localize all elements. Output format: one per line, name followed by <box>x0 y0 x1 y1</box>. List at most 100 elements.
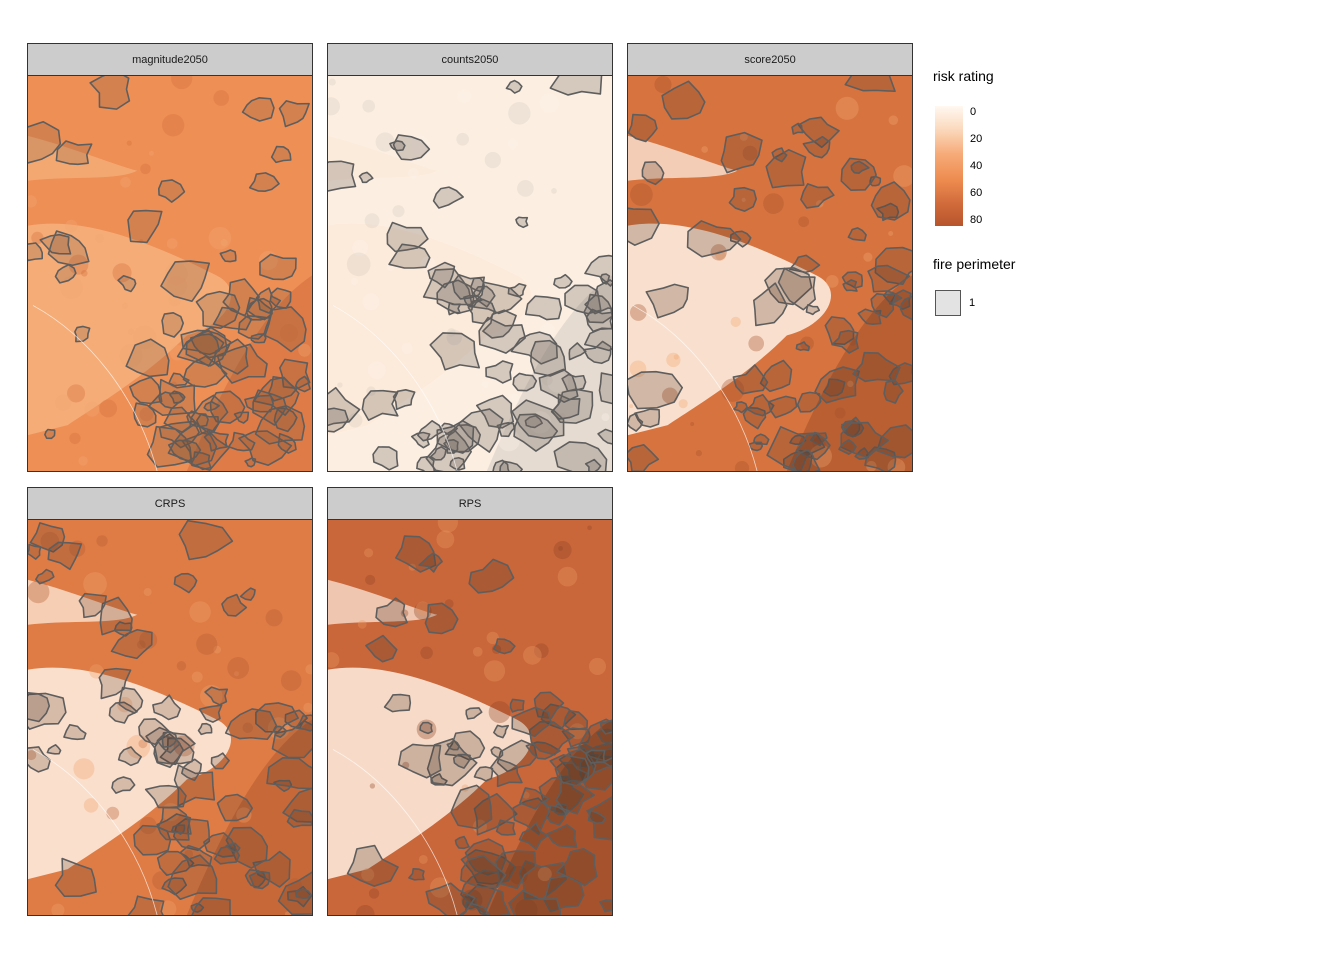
raster-texture <box>368 888 380 899</box>
fire-perimeter-polygon <box>466 883 511 915</box>
raster-texture <box>303 702 312 713</box>
raster-texture <box>629 360 647 378</box>
panel-title: counts2050 <box>441 53 499 66</box>
raster-texture <box>891 455 902 466</box>
fire-perimeter-polygon <box>35 568 55 585</box>
raster-texture <box>169 345 186 361</box>
raster-texture <box>847 380 854 388</box>
river-line <box>332 749 458 915</box>
fire-perimeter-polygon <box>599 899 612 913</box>
raster-texture <box>128 328 135 335</box>
fire-perimeter-polygon <box>430 773 448 786</box>
fire-perimeter-polygon <box>802 135 831 159</box>
raster-texture <box>407 167 419 179</box>
low-risk-region <box>28 135 138 181</box>
fire-perimeter-polygon <box>584 254 612 287</box>
low-risk-region <box>328 223 532 436</box>
fire-perimeter-polygon <box>748 441 764 452</box>
fire-perimeter-polygon <box>429 332 481 371</box>
fire-perimeter-polygon <box>117 274 137 293</box>
raster-texture <box>418 854 428 864</box>
raster-texture <box>666 352 681 368</box>
low-risk-region <box>628 135 738 181</box>
raster-texture <box>148 150 154 156</box>
fire-perimeter-polygon <box>397 743 442 779</box>
colorbar-tick <box>963 112 968 113</box>
raster-texture <box>357 619 367 629</box>
fire-perimeter-polygon <box>511 706 553 738</box>
fire-perimeter-polygon <box>436 279 475 315</box>
fire-perimeter-polygon <box>814 366 860 404</box>
fire-perimeter-polygon <box>108 701 138 724</box>
fire-perimeter-polygon <box>239 587 256 601</box>
raster-texture <box>601 413 610 422</box>
fire-perimeter-polygon <box>269 287 292 310</box>
raster-texture <box>106 806 120 820</box>
colorbar-tick <box>963 139 968 140</box>
raster-texture <box>346 252 371 277</box>
fire-perimeter-polygon <box>753 282 788 327</box>
fire-perimeter-polygon <box>416 455 436 471</box>
fire-perimeter-polygon <box>419 721 433 735</box>
raster-texture <box>488 701 511 724</box>
fire-perimeter-polygon <box>473 766 494 782</box>
fire-perimeter-polygon <box>505 79 523 94</box>
colorbar-gradient <box>935 106 963 226</box>
fire-perimeter-polygon <box>425 428 472 471</box>
fire-perimeter-polygon <box>182 355 228 388</box>
fire-perimeter-polygon <box>436 420 475 454</box>
fire-perimeter-polygon <box>178 520 234 561</box>
fire-perimeter-polygon <box>530 339 567 377</box>
fire-perimeter-polygon <box>388 243 431 269</box>
raster-texture <box>834 407 846 419</box>
raster-texture <box>690 422 695 427</box>
map-panel-crps: CRPS <box>27 487 313 916</box>
raster-texture <box>208 226 232 250</box>
raster-texture <box>437 520 458 533</box>
raster-texture <box>140 163 151 175</box>
fire-perimeter-polygon <box>583 293 612 324</box>
raster-texture <box>893 165 912 187</box>
fire-perimeter-polygon <box>361 389 399 421</box>
low-risk-region <box>328 135 438 181</box>
raster-texture <box>67 384 86 403</box>
fire-perimeter-polygon <box>219 249 237 263</box>
fire-perimeter-polygon <box>628 207 660 246</box>
fire-perimeter-polygon <box>634 408 661 428</box>
fire-perimeter-polygon <box>424 602 459 635</box>
fire-perimeter-polygon <box>264 306 307 353</box>
fire-perimeter-polygon <box>824 316 855 346</box>
raster-texture <box>730 316 741 328</box>
raster-texture <box>69 432 81 445</box>
raster-texture <box>557 566 578 587</box>
fire-perimeter-polygon <box>584 458 602 471</box>
fire-perimeter-polygon <box>549 76 603 96</box>
fire-perimeter-polygon <box>533 691 565 720</box>
fire-perimeter-polygon <box>152 694 182 721</box>
raster-texture <box>364 213 380 229</box>
fire-perimeter-polygon <box>584 279 612 315</box>
raster-texture <box>481 380 490 388</box>
fire-perimeter-polygon <box>555 847 598 887</box>
fire-perimeter-polygon <box>99 596 133 636</box>
fire-perimeter-polygon <box>160 260 211 303</box>
fire-perimeter-polygon <box>478 316 527 354</box>
raster-texture <box>472 646 483 657</box>
fire-perimeter-polygon <box>490 746 504 759</box>
fire-perimeter-polygon <box>720 131 763 174</box>
raster-texture <box>547 371 569 393</box>
fire-perimeter-polygon <box>800 183 835 209</box>
raster-texture <box>166 238 178 249</box>
raster-texture <box>220 238 228 247</box>
fire-perimeter-polygon <box>418 552 443 573</box>
map-panel-rps: RPS <box>327 487 613 916</box>
raster-texture <box>739 132 748 141</box>
raster-texture <box>457 89 471 103</box>
fire-perimeter-polygon <box>328 386 361 427</box>
raster-texture <box>280 670 302 691</box>
fire-perimeter-polygon <box>417 420 444 442</box>
fire-perimeter-polygon <box>628 113 658 143</box>
fire-perimeter-polygon <box>195 290 241 329</box>
fire-perimeter-polygon <box>203 401 220 412</box>
fire-perimeter-polygon <box>358 171 374 184</box>
